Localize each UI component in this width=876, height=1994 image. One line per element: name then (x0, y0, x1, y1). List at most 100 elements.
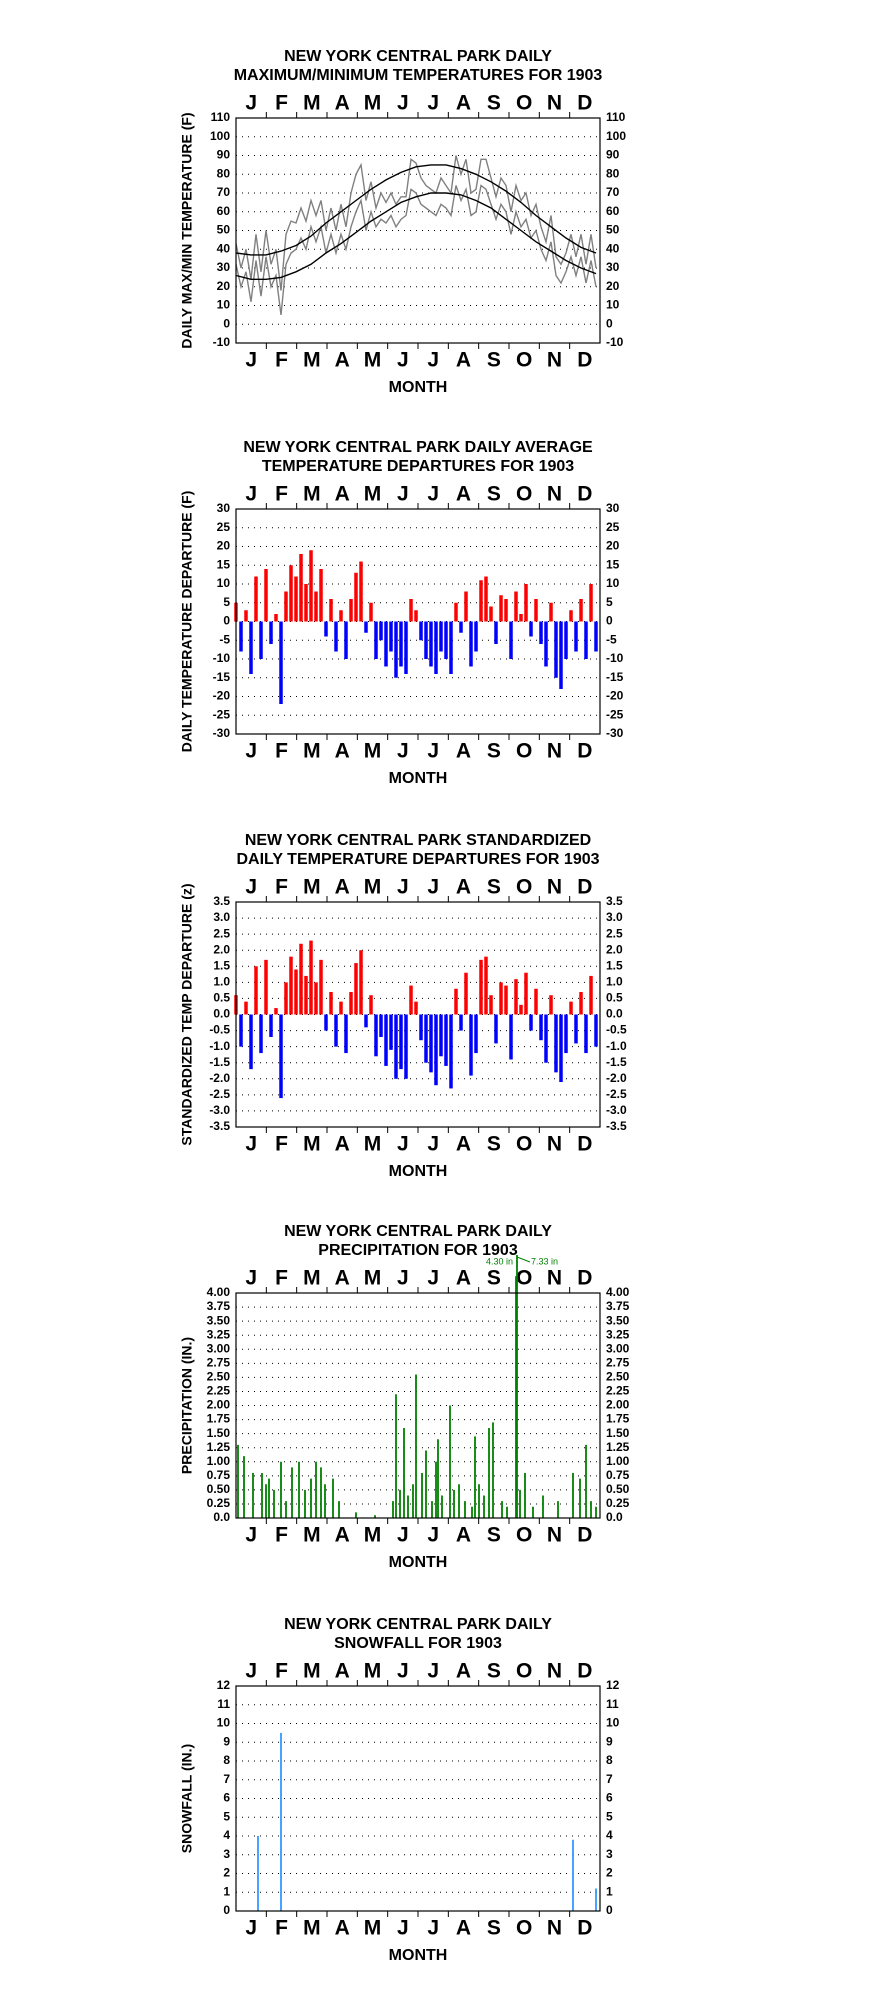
y-tick-label: 15 (606, 557, 620, 571)
bar (324, 1484, 326, 1518)
y-tick-label: -25 (606, 707, 624, 721)
bar (579, 1478, 581, 1518)
bar (594, 1014, 598, 1047)
month-label: D (577, 483, 592, 506)
month-label: A (456, 740, 471, 763)
bar (243, 1456, 245, 1518)
month-label: A (335, 876, 350, 899)
month-label: D (577, 1524, 592, 1547)
month-label: J (427, 1917, 439, 1940)
month-label: M (364, 1267, 382, 1290)
bar (506, 1506, 508, 1518)
y-tick-label: 50 (606, 223, 620, 237)
y-tick-label: -2.5 (606, 1087, 627, 1101)
month-label: J (245, 740, 257, 763)
month-label: J (427, 1524, 439, 1547)
month-label: M (364, 92, 382, 115)
month-label: A (335, 1917, 350, 1940)
bar (344, 621, 348, 659)
bar (415, 1374, 417, 1518)
chart-title: NEW YORK CENTRAL PARK DAILY AVERAGE (243, 439, 593, 456)
month-label: A (456, 1133, 471, 1156)
y-tick-label: -3.0 (606, 1103, 627, 1117)
chart-title: TEMPERATURE DEPARTURES FOR 1903 (262, 458, 574, 475)
bar (542, 1495, 544, 1518)
month-label: A (456, 483, 471, 506)
y-tick-label: 1.5 (213, 958, 230, 972)
bar (519, 614, 523, 622)
y-tick-label: 6 (606, 1791, 613, 1805)
month-label: J (245, 483, 257, 506)
y-tick-label: -3.5 (209, 1119, 230, 1133)
y-tick-label: -20 (213, 689, 231, 703)
value-label: 7.33 in (531, 1256, 558, 1266)
bar (419, 621, 423, 641)
bar (279, 1014, 283, 1099)
bar (489, 606, 493, 622)
month-label: J (397, 740, 409, 763)
bar (534, 988, 538, 1015)
y-tick-label: 10 (606, 298, 620, 312)
y-tick-label: 5 (223, 595, 230, 609)
month-label: D (577, 1133, 592, 1156)
y-tick-label: 3.00 (207, 1341, 231, 1355)
month-label: N (547, 349, 562, 372)
bar (474, 1436, 476, 1518)
temperature-line (235, 155, 597, 291)
month-label: A (335, 349, 350, 372)
bar (374, 1515, 376, 1518)
bar (349, 599, 353, 622)
month-label: A (335, 483, 350, 506)
bar (284, 591, 288, 622)
month-label: S (487, 1267, 501, 1290)
y-tick-label: 10 (217, 1716, 231, 1730)
month-label: J (245, 1267, 257, 1290)
month-label: O (516, 1267, 532, 1290)
y-tick-label: 2.5 (606, 926, 623, 940)
bar (259, 1014, 263, 1054)
y-tick-label: -30 (213, 726, 231, 740)
bar (354, 963, 358, 1015)
bar (595, 1888, 597, 1911)
y-tick-label: 1.0 (213, 975, 230, 989)
bar (249, 1014, 253, 1070)
month-label: J (397, 876, 409, 899)
bar (269, 621, 273, 644)
y-axis-label: STANDARDIZED TEMP DEPARTURE (z) (179, 883, 195, 1145)
bar (471, 1506, 473, 1518)
month-label: N (547, 876, 562, 899)
y-tick-label: 3.75 (207, 1299, 231, 1313)
y-tick-label: 3.25 (606, 1327, 630, 1341)
bar (572, 1839, 574, 1911)
bar (289, 956, 293, 1015)
bar (279, 621, 283, 704)
month-label: J (245, 1524, 257, 1547)
bar (504, 599, 508, 622)
y-tick-label: -1.5 (606, 1055, 627, 1069)
bar (458, 1484, 460, 1518)
y-tick-label: 90 (217, 148, 231, 162)
bar (419, 1014, 423, 1041)
bar (269, 1014, 273, 1037)
bar (304, 975, 308, 1015)
month-label: A (456, 1524, 471, 1547)
y-tick-label: 0.75 (207, 1468, 231, 1482)
bar (579, 599, 583, 622)
y-tick-label: -3.5 (606, 1119, 627, 1133)
chart-title: MAXIMUM/MINIMUM TEMPERATURES FOR 1903 (234, 67, 603, 84)
y-tick-label: 0.50 (606, 1482, 630, 1496)
bar (310, 1478, 312, 1518)
bar (284, 982, 288, 1015)
bar (291, 1467, 293, 1518)
month-label: M (364, 349, 382, 372)
month-label: O (516, 1524, 532, 1547)
y-tick-label: 4.00 (606, 1285, 630, 1299)
month-label: J (427, 483, 439, 506)
month-label: F (275, 740, 288, 763)
bar (403, 1428, 405, 1518)
value-label: 4.30 in (486, 1256, 513, 1266)
bar (374, 1014, 378, 1057)
y-tick-label: 40 (606, 241, 620, 255)
y-tick-label: 1.25 (606, 1440, 630, 1454)
y-tick-label: 3.0 (606, 910, 623, 924)
